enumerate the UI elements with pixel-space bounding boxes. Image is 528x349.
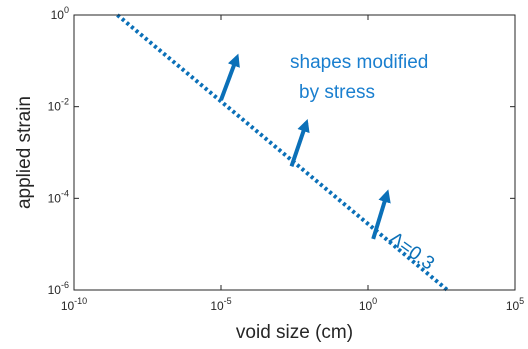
y-tick-exponent: -4 xyxy=(61,188,69,198)
stress-arrow-2 xyxy=(371,189,391,240)
plot-frame xyxy=(73,14,516,291)
x-tick-exponent: 0 xyxy=(372,296,377,306)
x-axis-title: void size (cm) xyxy=(236,322,353,343)
y-tick-base: 10 xyxy=(51,8,65,22)
y-tick-label: 10-2 xyxy=(48,97,69,114)
y-tick-exponent: 0 xyxy=(64,5,69,15)
x-tick-label: 10-5 xyxy=(210,296,231,313)
y-tick-exponent: -6 xyxy=(61,280,69,290)
x-tick-base: 10 xyxy=(210,299,224,313)
x-tick-exponent: -5 xyxy=(224,296,232,306)
x-tick-exponent: 5 xyxy=(519,296,524,306)
y-tick-base: 10 xyxy=(48,100,62,114)
annotation-by-stress: by stress xyxy=(299,82,375,103)
y-tick-base: 10 xyxy=(48,283,62,297)
y-tick-base: 10 xyxy=(48,191,62,205)
x-tick-label: 105 xyxy=(506,296,524,313)
x-tick-base: 10 xyxy=(359,299,373,313)
annotation-shapes-modified: shapes modified xyxy=(290,52,428,73)
x-tick-base: 10 xyxy=(61,299,75,313)
y-tick-label: 10-4 xyxy=(48,188,69,205)
x-tick-base: 10 xyxy=(506,299,520,313)
y-tick-exponent: -2 xyxy=(61,97,69,107)
stress-arrow-0 xyxy=(219,53,240,101)
y-tick-label: 100 xyxy=(51,5,69,22)
annotation-lambda: Λ=0.3 xyxy=(385,228,438,274)
x-tick-label: 10-10 xyxy=(61,296,87,313)
y-tick-label: 10-6 xyxy=(48,280,69,297)
stress-arrow-1 xyxy=(289,118,310,167)
x-tick-exponent: -10 xyxy=(74,296,87,306)
x-tick-label: 100 xyxy=(359,296,377,313)
y-axis-title: applied strain xyxy=(14,96,35,209)
